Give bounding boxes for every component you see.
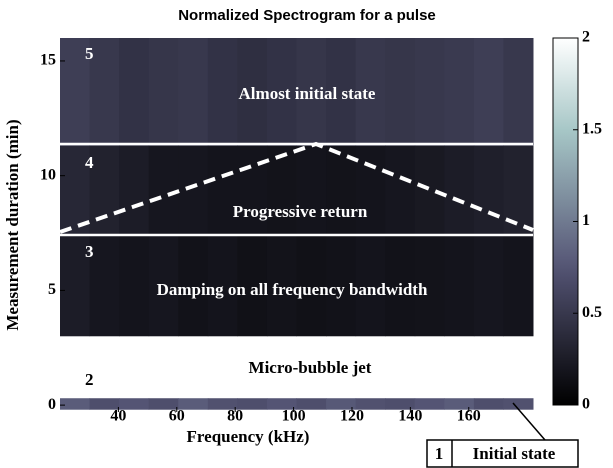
x-tick-label: 40 <box>110 408 126 425</box>
heatmap-cell <box>119 235 149 336</box>
heatmap-cell <box>60 398 90 409</box>
heatmap-cell <box>474 38 504 146</box>
chart: Normalized Spectrogram for a pulse 5 Alm… <box>0 0 613 468</box>
region-label: Initial state <box>473 444 556 463</box>
x-tick-label: 140 <box>398 408 422 425</box>
heatmap-cell <box>415 146 445 235</box>
heatmap-cell <box>385 146 415 235</box>
x-tick-label: 160 <box>457 408 481 425</box>
heatmap-cell <box>119 38 149 146</box>
heatmap-cell <box>415 38 445 146</box>
heatmap-cell <box>503 235 533 336</box>
colorbar-tick-label: 1 <box>582 212 590 229</box>
colorbar-tick-label: 2 <box>582 29 590 46</box>
heatmap-cell <box>178 38 208 146</box>
region-label: Micro-bubble jet <box>249 358 372 377</box>
region-label: Damping on all frequency bandwidth <box>157 280 428 299</box>
x-tick-label: 80 <box>227 408 243 425</box>
x-tick-label: 120 <box>340 408 364 425</box>
heatmap-cell <box>149 38 179 146</box>
region-number: 4 <box>85 153 94 172</box>
heatmap-cell <box>90 235 120 336</box>
x-tick-label: 60 <box>169 408 185 425</box>
x-axis-label: Frequency (kHz) <box>187 427 310 446</box>
heatmap-cell <box>267 146 297 235</box>
colorbar-tick-label: 1.5 <box>582 120 602 137</box>
heatmap-cell <box>90 38 120 146</box>
heatmap-cell <box>208 146 238 235</box>
y-tick-label: 10 <box>40 166 56 183</box>
heatmap-cell <box>237 146 267 235</box>
heatmap-cell <box>385 38 415 146</box>
region-number: 5 <box>85 44 94 63</box>
colorbar-tick-label: 0 <box>582 396 590 413</box>
heatmap-cell <box>503 398 533 409</box>
heatmap-cell <box>444 235 474 336</box>
heatmap-cell <box>208 38 238 146</box>
heatmap-cell <box>474 235 504 336</box>
heatmap-cell <box>503 38 533 146</box>
region-label: Progressive return <box>233 202 368 221</box>
heatmap-cell <box>474 146 504 235</box>
heatmap-cell <box>90 146 120 235</box>
heatmap-cell <box>444 146 474 235</box>
heatmap-cell <box>297 146 327 235</box>
y-axis-label: Measurement duration (min) <box>3 119 22 330</box>
heatmap-cell <box>119 146 149 235</box>
region-number: 3 <box>85 242 94 261</box>
heatmap-cell <box>356 146 386 235</box>
heatmap-cell <box>444 38 474 146</box>
heatmap-cell <box>149 146 179 235</box>
y-tick-label: 15 <box>40 52 56 69</box>
region-number: 2 <box>85 370 94 389</box>
x-tick-label: 100 <box>282 408 306 425</box>
y-tick-label: 0 <box>48 396 56 413</box>
colorbar-tick-label: 0.5 <box>582 304 602 321</box>
heatmap-cell <box>178 146 208 235</box>
y-tick-label: 5 <box>48 281 56 298</box>
region-label: Almost initial state <box>239 84 376 103</box>
chart-title: Normalized Spectrogram for a pulse <box>178 7 436 24</box>
region-number: 1 <box>435 444 444 463</box>
